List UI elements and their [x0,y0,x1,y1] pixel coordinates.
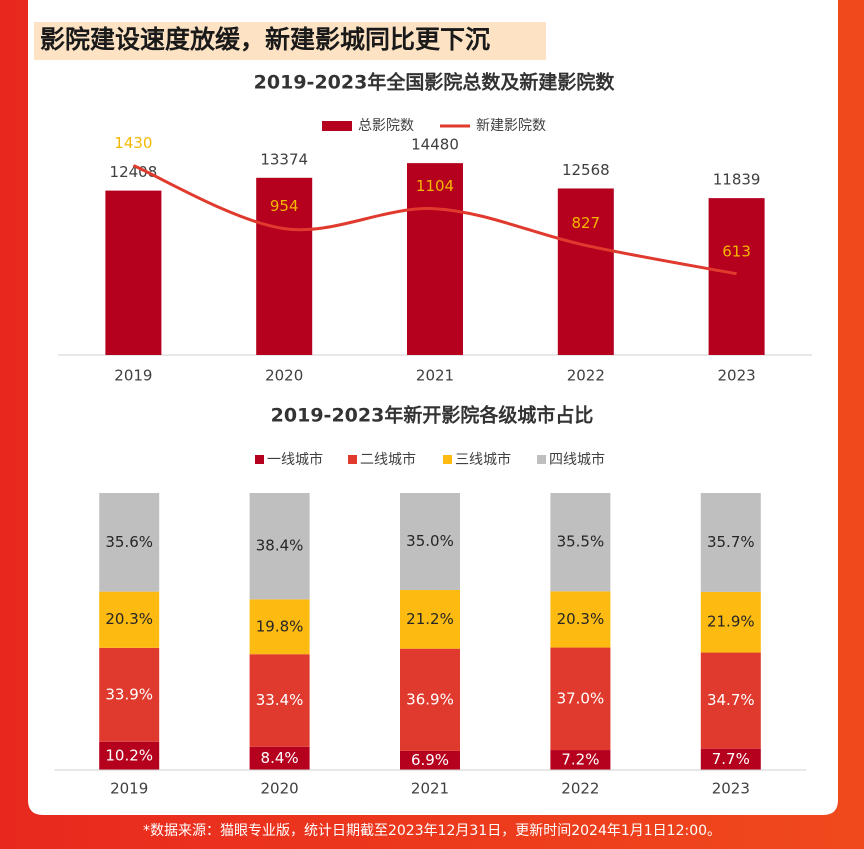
segment-label: 36.9% [406,690,454,708]
legend-label: 三线城市 [455,451,511,468]
segment-label: 8.4% [261,749,299,767]
segment-label: 7.2% [561,751,599,769]
legend-swatch [348,455,357,464]
bar [256,177,313,355]
card [28,0,838,815]
line-value-label: 1104 [416,177,454,195]
segment-label: 20.3% [105,610,153,628]
bar [407,163,463,355]
bar-segment [550,647,611,751]
segment-label: 19.8% [256,617,304,635]
bar [708,198,765,355]
segment-label: 21.9% [707,613,755,631]
segment-label: 34.7% [707,691,755,709]
bar-segment [700,748,761,770]
bar-segment [400,589,460,649]
segment-label: 35.7% [707,533,755,551]
bar-segment [550,750,611,770]
bar-segment [99,591,160,648]
segment-label: 21.2% [406,610,454,628]
segment-label: 33.9% [105,685,153,703]
bar-segment [99,741,160,770]
segment-label: 6.9% [411,751,449,769]
legend-label: 四线城市 [549,451,605,468]
legend-swatch [322,121,352,131]
segment-label: 35.0% [406,532,454,550]
line-value-label: 613 [722,242,751,260]
bar-segment [99,647,160,742]
bar-value-label: 11839 [713,171,761,189]
bar [557,188,614,355]
bar-segment [400,750,460,770]
segment-label: 7.7% [712,750,750,768]
bar-segment [249,746,310,770]
x-tick-label: 2022 [561,780,599,798]
legend-swatch [443,455,452,464]
bar-segment [249,599,310,655]
bar-segment [550,493,611,592]
line-series [132,164,737,276]
bar-segment [249,654,310,747]
bar-segment [400,493,460,590]
chart-title: 2019-2023年新开影院各级城市占比 [271,404,594,427]
x-tick-label: 2019 [114,367,152,385]
x-tick-label: 2023 [718,367,756,385]
segment-label: 35.6% [105,533,153,551]
segment-label: 35.5% [557,533,605,551]
footer-note: *数据来源：猫眼专业版，统计日期截至2023年12月31日，更新时间2024年1… [143,823,721,839]
segment-label: 33.4% [256,691,304,709]
x-tick-label: 2021 [411,780,449,798]
legend-swatch [537,455,546,464]
bar-value-label: 13374 [260,150,308,168]
title-highlight [34,22,546,60]
line-value-label: 954 [270,197,299,215]
bar-segment [99,493,160,592]
segment-label: 37.0% [557,689,605,707]
segment-label: 38.4% [256,537,304,555]
bar-value-label: 12408 [110,163,158,181]
line-value-label: 827 [571,214,600,232]
bar [105,190,162,355]
chart-title: 2019-2023年全国影院总数及新建影院数 [254,71,616,94]
legend-swatch [255,455,264,464]
x-tick-label: 2023 [712,780,750,798]
legend-label: 总影院数 [358,118,414,134]
x-tick-label: 2019 [110,780,148,798]
x-tick-label: 2021 [416,367,454,385]
page-title: 影院建设速度放缓，新建影城同比更下沉 [40,25,490,54]
x-tick-label: 2020 [261,780,299,798]
bar-segment [550,591,611,648]
segment-label: 20.3% [557,610,605,628]
bar-segment [400,648,460,751]
bar-value-label: 12568 [562,161,610,179]
line-value-label: 1430 [114,134,152,152]
bar-segment [700,493,761,592]
legend-label: 二线城市 [360,451,416,468]
bar-segment [700,652,761,749]
x-tick-label: 2020 [265,367,303,385]
bar-segment [700,591,761,653]
legend-label: 新建影院数 [476,118,546,134]
x-tick-label: 2022 [567,367,605,385]
bar-segment [249,493,310,600]
bar-value-label: 14480 [411,136,459,154]
segment-label: 10.2% [105,746,153,764]
legend-label: 一线城市 [267,451,323,468]
